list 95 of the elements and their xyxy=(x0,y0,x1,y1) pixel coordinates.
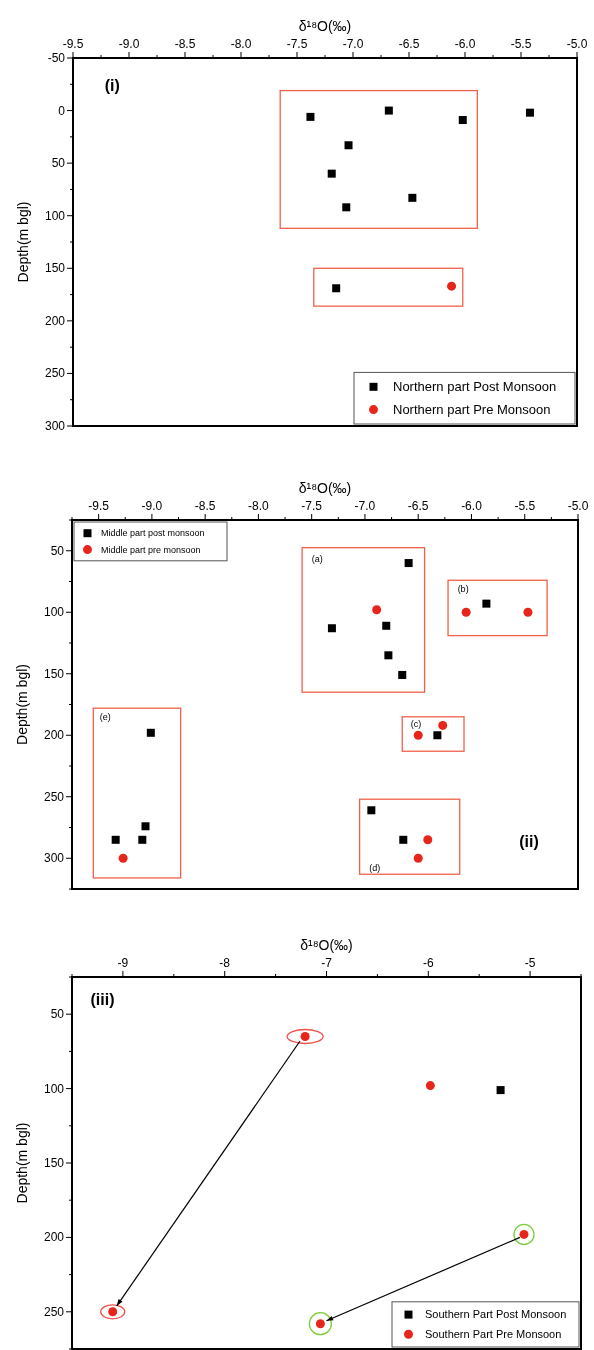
y-tick-label: 100 xyxy=(43,1081,65,1096)
point xyxy=(482,599,491,608)
y-tick-label: 250 xyxy=(44,366,66,381)
point xyxy=(523,607,533,617)
y-tick-label: 150 xyxy=(43,1156,65,1170)
legend-label: Southern Part Post Monsoon xyxy=(425,1308,567,1321)
point xyxy=(306,112,315,121)
x-tick-label: -6.5 xyxy=(398,37,420,51)
annotation: (c) xyxy=(410,719,422,730)
y-tick-label: 200 xyxy=(43,1230,65,1245)
x-tick-label: -9.0 xyxy=(118,37,140,51)
y-tick-label: 100 xyxy=(43,605,65,620)
point xyxy=(404,559,413,568)
x-tick-label: -6.5 xyxy=(407,499,429,513)
x-tick-label: -5.5 xyxy=(514,499,536,513)
y-tick-label: 150 xyxy=(44,261,66,276)
x-tick-label: -6.0 xyxy=(461,499,483,513)
x-axis-title: δ¹⁸O(‰) xyxy=(298,480,352,496)
point xyxy=(382,621,391,630)
x-tick-label: -9 xyxy=(117,956,129,970)
point xyxy=(458,116,467,125)
point xyxy=(146,728,155,737)
annotation: (ii) xyxy=(519,833,539,851)
point xyxy=(413,853,423,863)
x-tick-label: -5 xyxy=(524,956,536,970)
x-axis-title: δ¹⁸O(‰) xyxy=(300,937,353,953)
x-tick-label: -7.5 xyxy=(301,499,323,513)
x-tick-label: -8 xyxy=(219,956,231,970)
point xyxy=(438,720,448,730)
y-tick-label: 150 xyxy=(43,666,65,681)
point xyxy=(398,670,407,679)
point xyxy=(384,651,393,660)
point xyxy=(327,169,336,178)
x-axis-title: δ¹⁸O(‰) xyxy=(298,18,352,34)
x-tick-label: -6.0 xyxy=(454,37,476,51)
x-tick-label: -9.0 xyxy=(141,499,163,513)
point xyxy=(367,806,376,815)
y-tick-label: 200 xyxy=(43,728,65,743)
y-tick-label: 300 xyxy=(44,419,66,433)
point xyxy=(408,193,417,202)
y-tick-label: 300 xyxy=(43,851,65,866)
point xyxy=(327,624,336,633)
point xyxy=(447,281,457,291)
point xyxy=(342,203,351,212)
x-tick-label: -5.5 xyxy=(510,37,532,51)
point xyxy=(332,284,341,293)
x-tick-label: -7.0 xyxy=(342,37,364,51)
x-tick-label: -6 xyxy=(422,956,434,970)
y-tick-label: 250 xyxy=(43,789,65,804)
y-tick-label: -50 xyxy=(47,51,66,65)
point xyxy=(138,835,147,844)
x-tick-label: -8.5 xyxy=(174,37,196,51)
point xyxy=(525,108,534,117)
y-tick-label: 250 xyxy=(43,1304,65,1319)
y-tick-label: 200 xyxy=(44,313,66,328)
x-tick-label: -8.0 xyxy=(230,37,252,51)
x-tick-label: -5.0 xyxy=(567,499,589,513)
y-tick-label: 0 xyxy=(58,103,66,118)
point xyxy=(372,605,382,615)
point xyxy=(399,835,408,844)
point xyxy=(384,106,393,115)
legend-label: Northern part Post Monsoon xyxy=(393,379,557,395)
x-tick-label: -5.0 xyxy=(566,37,588,51)
annotation: (iii) xyxy=(90,991,115,1009)
x-tick-label: -7.0 xyxy=(354,499,376,513)
annotation: (d) xyxy=(369,863,381,874)
x-tick-label: -7 xyxy=(321,956,333,970)
point xyxy=(461,607,471,617)
annotation: (i) xyxy=(104,77,120,95)
y-axis-title: Depth(m bgl) xyxy=(15,201,31,283)
annotation: (a) xyxy=(311,554,323,565)
point xyxy=(344,141,353,150)
legend-label: Southern Part Pre Monsoon xyxy=(425,1328,562,1341)
point xyxy=(413,730,423,740)
y-tick-label: 100 xyxy=(44,208,66,223)
point xyxy=(111,835,120,844)
point xyxy=(423,835,433,845)
x-tick-label: -7.5 xyxy=(286,37,308,51)
legend-label: Northern part Pre Monsoon xyxy=(393,402,551,418)
y-tick-label: 50 xyxy=(50,1007,65,1022)
y-axis-title: Depth(m bgl) xyxy=(14,664,30,745)
point xyxy=(118,853,128,863)
legend-label: Middle part pre monsoon xyxy=(101,544,201,555)
x-tick-label: -9.5 xyxy=(88,499,110,513)
point xyxy=(433,731,442,740)
legend-label: Middle part post monsoon xyxy=(101,528,205,539)
y-tick-label: 50 xyxy=(50,543,65,558)
x-tick-label: -8.0 xyxy=(248,499,270,513)
x-tick-label: -8.5 xyxy=(194,499,216,513)
y-tick-label: 50 xyxy=(51,156,66,171)
point xyxy=(141,822,150,831)
x-tick-label: -9.5 xyxy=(62,37,84,51)
annotation: (b) xyxy=(457,583,469,594)
annotation: (e) xyxy=(99,711,111,722)
y-axis-title: Depth(m bgl) xyxy=(14,1122,30,1204)
